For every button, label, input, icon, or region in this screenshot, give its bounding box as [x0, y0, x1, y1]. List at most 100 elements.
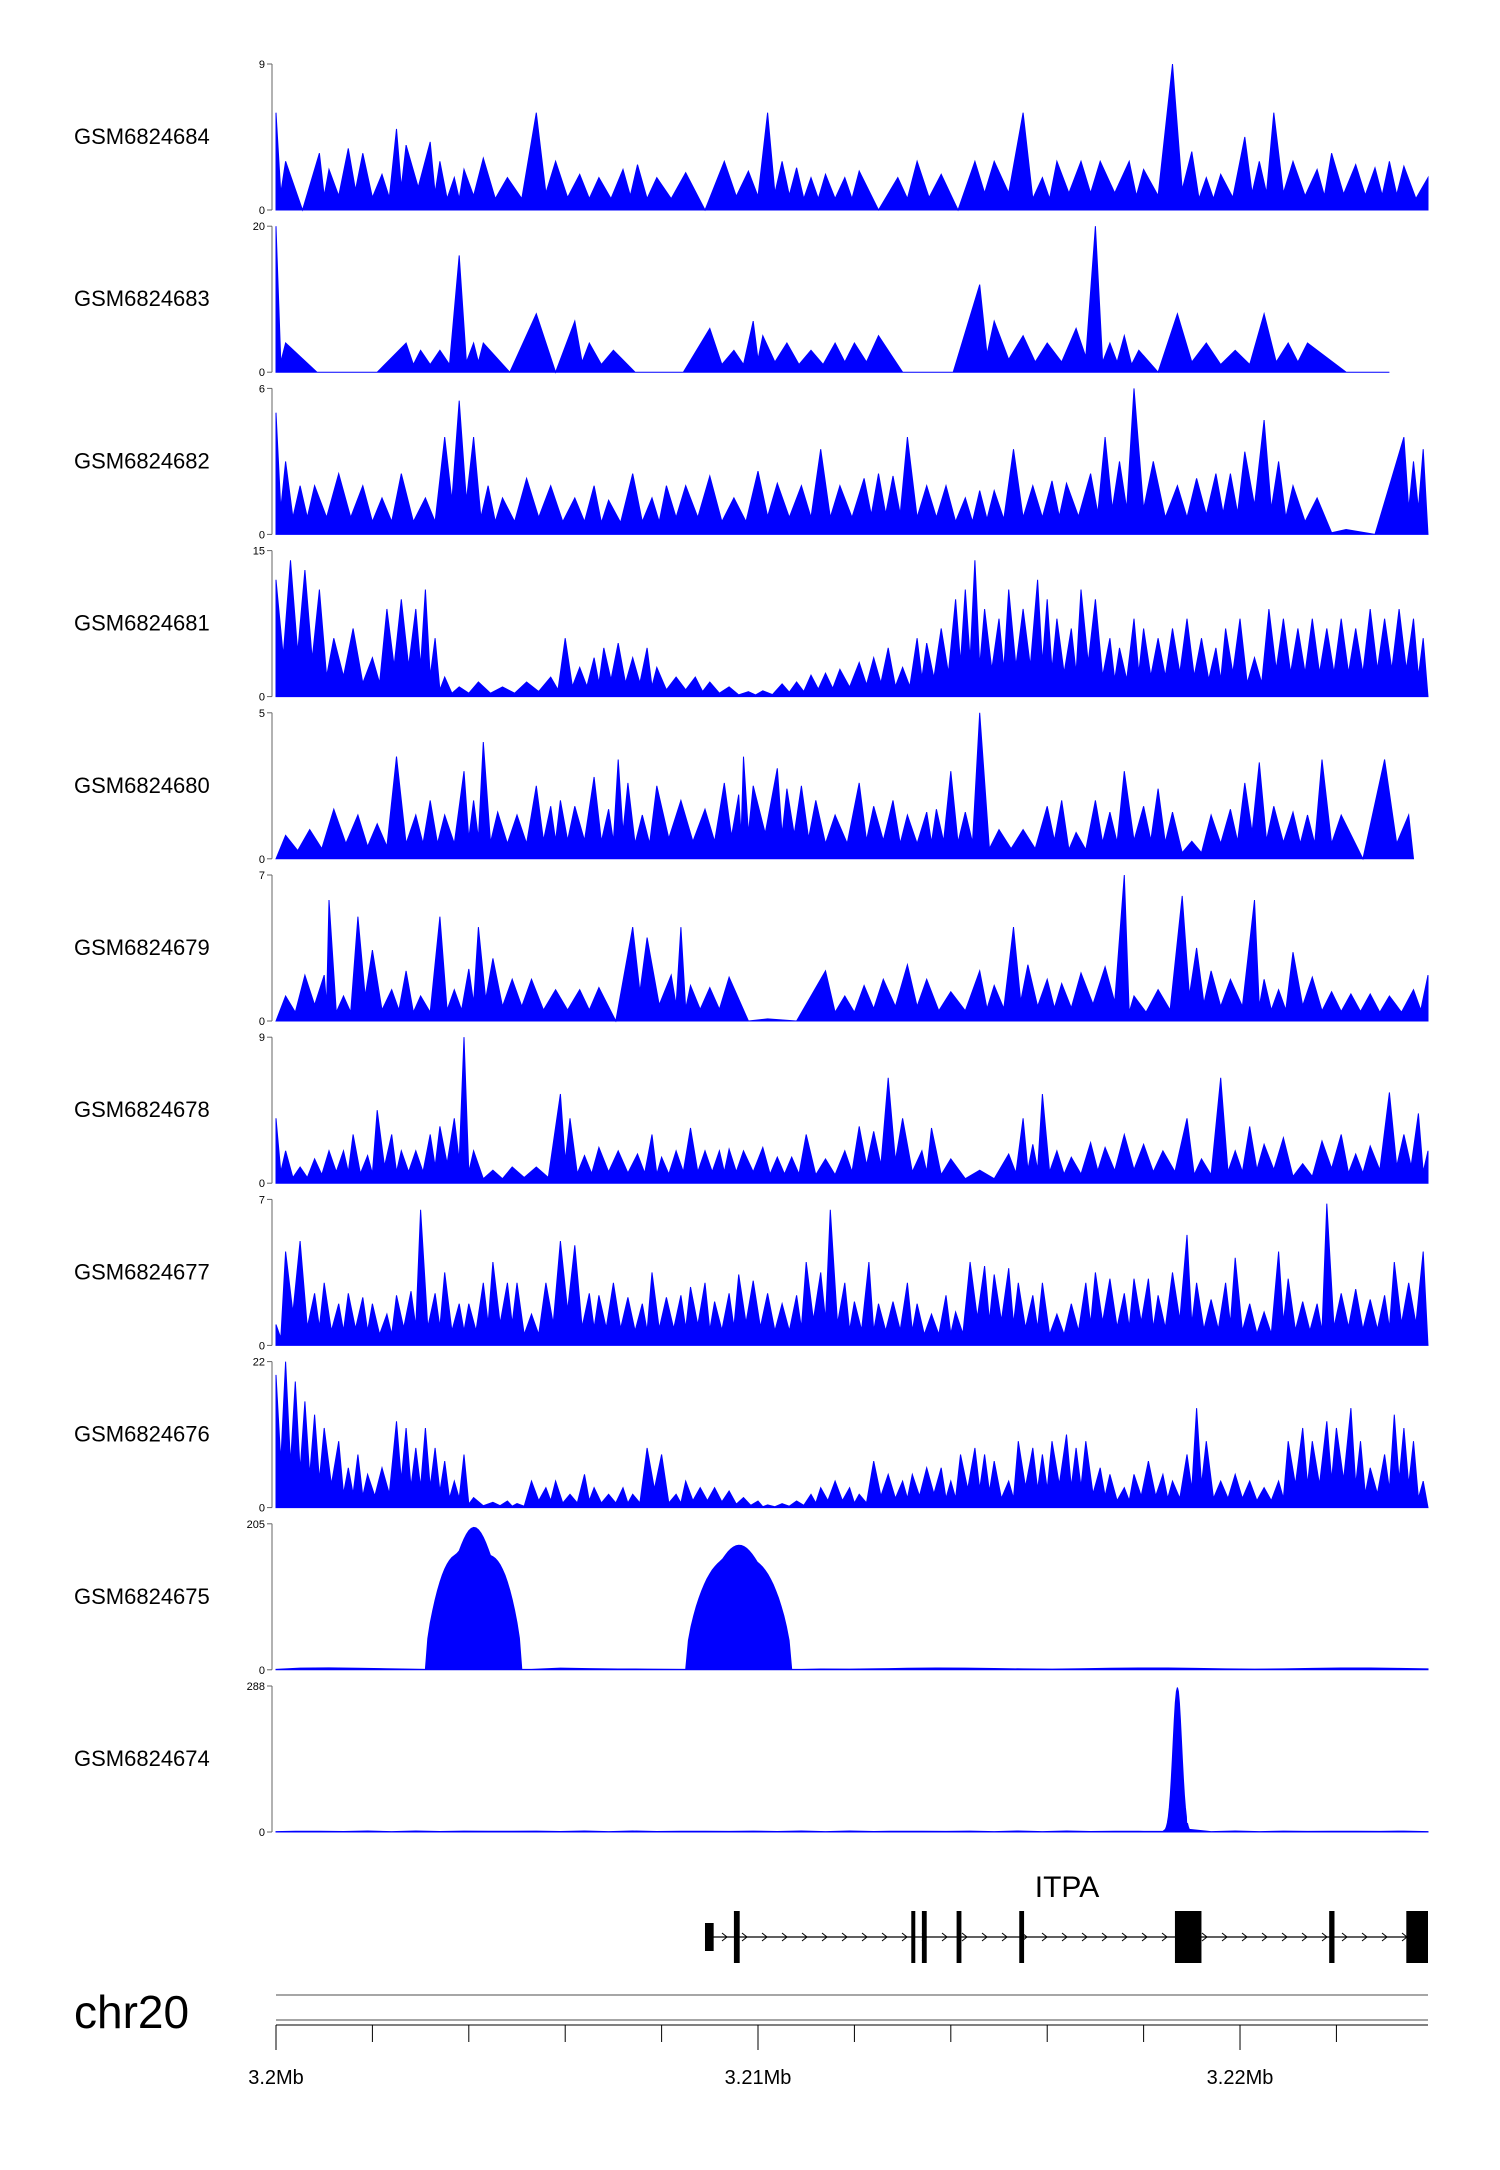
- strand-arrow: [1281, 1932, 1288, 1942]
- exon-block: [1329, 1911, 1335, 1963]
- strand-arrow: [721, 1932, 728, 1942]
- y-max-label: 7: [259, 1194, 265, 1206]
- track-label: GSM6824679: [74, 935, 210, 960]
- gene-name-label: ITPA: [1035, 1871, 1099, 1904]
- exon-block: [1174, 1911, 1202, 1963]
- track-GSM6824674: GSM6824674 288 0: [74, 1681, 1429, 1839]
- strand-arrow: [1341, 1932, 1348, 1942]
- track-GSM6824679: GSM6824679 7 0: [74, 870, 1429, 1028]
- exon-block: [733, 1911, 740, 1963]
- exon-block: [1406, 1911, 1428, 1963]
- track-label: GSM6824681: [74, 611, 210, 636]
- y-max-label: 6: [259, 383, 265, 395]
- strand-arrow: [1001, 1932, 1008, 1942]
- strand-arrow: [801, 1932, 808, 1942]
- strand-arrow: [1121, 1932, 1128, 1942]
- strand-arrow: [1101, 1932, 1108, 1942]
- coverage-area: [275, 1037, 1429, 1184]
- y-max-label: 9: [259, 1032, 265, 1044]
- strand-arrow: [1161, 1932, 1168, 1942]
- y-min-label: 0: [259, 367, 265, 379]
- strand-arrow: [981, 1932, 988, 1942]
- exon-block: [704, 1923, 714, 1951]
- y-min-label: 0: [259, 1178, 265, 1190]
- y-min-label: 0: [259, 854, 265, 866]
- track-label: GSM6824674: [74, 1746, 210, 1771]
- strand-arrow: [1241, 1932, 1248, 1942]
- y-max-label: 5: [259, 708, 265, 720]
- strand-arrow: [1201, 1932, 1208, 1942]
- exon-block: [956, 1911, 962, 1963]
- strand-arrow: [1061, 1932, 1068, 1942]
- strand-arrow: [1261, 1932, 1268, 1942]
- coverage-area: [275, 388, 1429, 535]
- strand-arrow: [1361, 1932, 1368, 1942]
- strand-arrow: [841, 1932, 848, 1942]
- strand-arrow: [761, 1932, 768, 1942]
- track-label: GSM6824683: [74, 286, 210, 311]
- strand-arrow: [881, 1932, 888, 1942]
- strand-arrow: [1301, 1932, 1308, 1942]
- strand-arrow: [1381, 1932, 1388, 1942]
- strand-arrow: [1321, 1932, 1328, 1942]
- track-label: GSM6824682: [74, 448, 210, 473]
- track-GSM6824677: GSM6824677 7 0: [74, 1194, 1429, 1352]
- strand-arrow: [941, 1932, 948, 1942]
- coverage-area: [275, 63, 1429, 212]
- track-GSM6824680: GSM6824680 5 0: [74, 708, 1415, 866]
- y-max-label: 205: [247, 1519, 265, 1531]
- y-min-label: 0: [259, 1827, 265, 1839]
- strand-arrow: [1081, 1932, 1088, 1942]
- strand-arrow: [781, 1932, 788, 1942]
- track-label: GSM6824675: [74, 1584, 210, 1609]
- y-max-label: 9: [259, 59, 265, 71]
- strand-arrow: [861, 1932, 868, 1942]
- exon-block: [911, 1911, 916, 1963]
- y-min-label: 0: [259, 529, 265, 541]
- chromosome-label: chr20: [74, 1986, 189, 2038]
- genome-axis: chr20 3.2Mb 3.21Mb 3.22Mb: [74, 1986, 1428, 2089]
- y-max-label: 288: [247, 1681, 265, 1693]
- y-min-label: 0: [259, 205, 265, 217]
- track-label: GSM6824677: [74, 1259, 210, 1284]
- strand-arrow: [901, 1932, 908, 1942]
- coverage-area: [275, 560, 1429, 698]
- track-GSM6824684: GSM6824684 9 0: [74, 59, 1429, 217]
- y-max-label: 22: [253, 1357, 265, 1369]
- track-GSM6824683: GSM6824683 20 0: [74, 221, 1390, 379]
- strand-arrow: [1221, 1932, 1228, 1942]
- y-max-label: 20: [253, 221, 265, 233]
- y-min-label: 0: [259, 1340, 265, 1352]
- track-label: GSM6824676: [74, 1422, 210, 1447]
- exon-block: [1019, 1911, 1025, 1963]
- x-tick-label: 3.22Mb: [1207, 2067, 1274, 2089]
- track-label: GSM6824678: [74, 1097, 210, 1122]
- track-GSM6824678: GSM6824678 9 0: [74, 1032, 1429, 1190]
- y-min-label: 0: [259, 1016, 265, 1028]
- strand-arrow: [821, 1932, 828, 1942]
- exon-block: [921, 1911, 927, 1963]
- y-min-label: 0: [259, 1503, 265, 1515]
- y-max-label: 15: [253, 546, 265, 558]
- coverage-area: [275, 712, 1415, 861]
- track-label: GSM6824680: [74, 773, 210, 798]
- gene-track: ITPA: [704, 1871, 1428, 1963]
- coverage-area: [275, 1687, 1429, 1833]
- coverage-area: [275, 1203, 1429, 1346]
- track-GSM6824676: GSM6824676 22 0: [74, 1357, 1429, 1515]
- strand-arrow: [741, 1932, 748, 1942]
- strand-arrow: [1141, 1932, 1148, 1942]
- track-GSM6824681: GSM6824681 15 0: [74, 546, 1429, 704]
- coverage-area: [275, 874, 1429, 1023]
- x-tick-label: 3.21Mb: [725, 2067, 792, 2089]
- track-label: GSM6824684: [74, 124, 210, 149]
- strand-arrow: [1041, 1932, 1048, 1942]
- track-GSM6824675: GSM6824675 205 0: [74, 1519, 1429, 1677]
- y-max-label: 7: [259, 870, 265, 882]
- coverage-area: [275, 226, 1390, 374]
- strand-arrow: [961, 1932, 968, 1942]
- coverage-area: [275, 1361, 1429, 1509]
- y-min-label: 0: [259, 1665, 265, 1677]
- track-GSM6824682: GSM6824682 6 0: [74, 383, 1429, 541]
